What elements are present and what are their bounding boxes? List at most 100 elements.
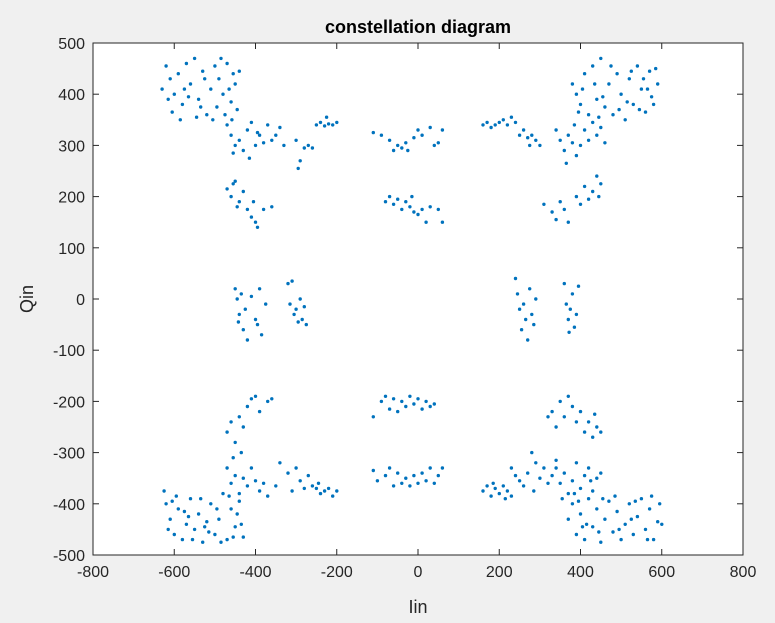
- data-point: [440, 466, 445, 470]
- data-point: [528, 143, 532, 148]
- data-point: [383, 200, 388, 204]
- data-point: [637, 107, 642, 112]
- data-point: [225, 187, 229, 191]
- x-tick-label: 400: [567, 564, 594, 581]
- data-point: [649, 95, 654, 99]
- data-point: [489, 125, 493, 130]
- data-point: [266, 123, 270, 127]
- data-point: [534, 297, 538, 301]
- data-point: [229, 481, 233, 485]
- data-point: [387, 138, 392, 142]
- data-point: [568, 307, 572, 311]
- data-point: [236, 320, 241, 324]
- data-point: [178, 118, 182, 122]
- data-point: [566, 491, 570, 496]
- data-point: [404, 404, 408, 409]
- data-point: [294, 466, 298, 470]
- data-point: [257, 287, 262, 291]
- data-point: [166, 527, 170, 532]
- data-point: [302, 146, 306, 150]
- data-point: [196, 97, 201, 102]
- data-point: [601, 497, 605, 501]
- data-point: [326, 122, 331, 126]
- data-point: [576, 499, 581, 503]
- data-point: [237, 491, 241, 496]
- data-point: [235, 297, 239, 301]
- data-point: [597, 530, 601, 534]
- data-point: [387, 466, 392, 470]
- x-tick-label: -800: [77, 564, 109, 581]
- data-point: [186, 95, 191, 99]
- x-tick-label: 600: [648, 564, 675, 581]
- data-point: [517, 133, 522, 137]
- y-tick-label: -400: [53, 497, 85, 514]
- data-point: [574, 532, 579, 537]
- data-point: [192, 527, 197, 532]
- y-axis-label: Qin: [17, 285, 37, 313]
- data-point: [493, 486, 497, 491]
- data-point: [213, 532, 217, 537]
- data-point: [237, 415, 241, 419]
- data-point: [184, 61, 189, 66]
- data-point: [259, 333, 264, 337]
- data-point: [257, 489, 262, 493]
- data-point: [270, 138, 274, 142]
- data-point: [595, 174, 599, 178]
- data-point: [241, 148, 245, 153]
- data-point: [168, 77, 172, 81]
- data-point: [396, 143, 400, 148]
- data-point: [294, 307, 298, 311]
- data-point: [294, 138, 298, 142]
- data-point: [505, 489, 510, 493]
- data-point: [601, 95, 605, 99]
- data-point: [404, 476, 408, 480]
- data-point: [570, 502, 575, 506]
- data-point: [566, 220, 570, 224]
- data-point: [391, 397, 396, 401]
- data-point: [574, 92, 579, 96]
- data-point: [172, 532, 176, 537]
- data-point: [245, 404, 250, 409]
- data-point: [225, 430, 229, 434]
- data-point: [591, 64, 595, 68]
- y-tick-label: 400: [58, 87, 85, 104]
- data-point: [233, 525, 237, 529]
- data-point: [542, 466, 546, 470]
- data-point: [526, 338, 530, 342]
- data-point: [241, 189, 245, 194]
- data-point: [582, 72, 587, 76]
- data-point: [302, 486, 306, 491]
- x-tick-label: -600: [158, 564, 190, 581]
- data-point: [227, 87, 231, 91]
- data-point: [229, 507, 233, 511]
- data-point: [209, 502, 213, 506]
- data-point: [562, 415, 566, 419]
- data-point: [166, 97, 170, 102]
- data-point: [270, 205, 274, 209]
- data-point: [239, 522, 243, 526]
- data-point: [266, 399, 270, 404]
- data-point: [578, 486, 583, 491]
- data-point: [566, 317, 570, 322]
- data-point: [651, 102, 656, 107]
- data-point: [231, 182, 235, 186]
- data-point: [428, 205, 432, 209]
- data-point: [233, 287, 237, 291]
- data-point: [615, 72, 619, 76]
- data-point: [396, 471, 400, 475]
- data-point: [416, 128, 420, 132]
- data-point: [412, 210, 416, 214]
- data-point: [599, 56, 603, 61]
- data-point: [326, 486, 331, 491]
- data-point: [489, 494, 493, 498]
- data-point: [180, 102, 185, 107]
- data-point: [412, 136, 416, 140]
- data-point: [420, 133, 424, 137]
- data-point: [221, 491, 225, 496]
- data-point: [631, 532, 635, 537]
- data-point: [591, 525, 595, 529]
- data-point: [424, 220, 428, 224]
- data-point: [584, 522, 589, 526]
- data-point: [296, 166, 300, 171]
- data-point: [225, 123, 229, 127]
